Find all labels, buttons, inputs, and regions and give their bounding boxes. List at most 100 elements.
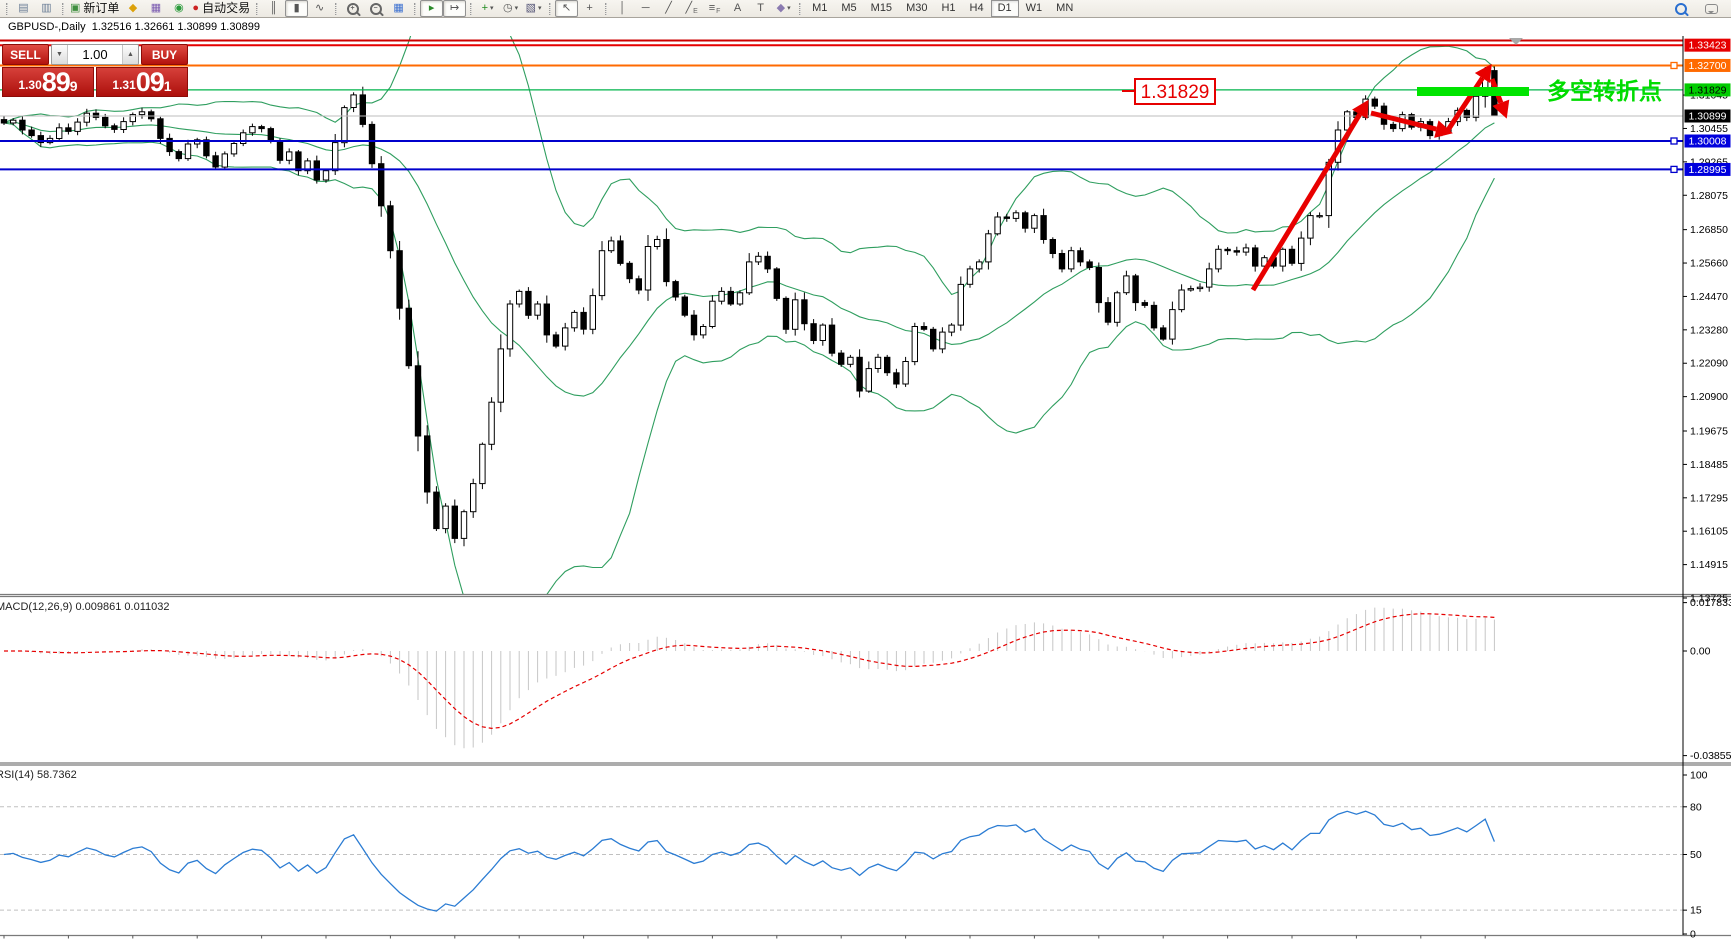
chart-shift-button[interactable]: ↦	[443, 0, 467, 17]
price-tick: 1.14915	[1690, 559, 1728, 571]
tile-windows-button[interactable]: ▦	[387, 0, 410, 17]
indicators-add-caret-icon[interactable]: ▾	[490, 5, 494, 12]
timeframe-h4-button[interactable]: H4	[969, 2, 984, 14]
macd-label: MACD(12,26,9) 0.009861 0.011032	[0, 601, 169, 613]
sell-button[interactable]: SELL	[2, 44, 49, 65]
cursor-tool-button[interactable]: ↖	[555, 0, 579, 17]
text-tool-button[interactable]: A	[726, 0, 749, 17]
buy-button[interactable]: BUY	[141, 44, 188, 65]
volume-decrease-button[interactable]: ▼	[52, 45, 68, 64]
trend-arrow-head[interactable]	[1474, 63, 1492, 83]
bollinger-lower-band	[3, 122, 1495, 594]
line-chart-mode-button[interactable]: ∿	[308, 0, 331, 17]
fibonacci-tool-letter: F	[716, 7, 721, 15]
timeframe-mn-button[interactable]: MN	[1056, 2, 1074, 14]
equidistant-channel-tool-button[interactable]: ╱ E	[680, 0, 703, 17]
sell-price-sup: 9	[69, 78, 78, 94]
price-badge-text: 1.33423	[1689, 40, 1727, 52]
signals-icon: ◉	[174, 2, 184, 14]
price-badge-text: 1.30008	[1689, 136, 1727, 148]
templates-menu-icon: ▧	[525, 2, 537, 14]
fibonacci-tool-icon: ≡	[708, 2, 716, 14]
indicators-add-icon: +	[481, 2, 489, 14]
timeframe-m5-button[interactable]: M5	[841, 2, 857, 14]
chart-canvas[interactable]: 多空转折点1.318291.316451.304551.292651.28075…	[0, 18, 1731, 939]
candlestick-mode-button[interactable]: ▮	[285, 0, 309, 17]
trend-arrow-head[interactable]	[1492, 99, 1510, 119]
timeframe-d1-button[interactable]: D1	[990, 0, 1019, 17]
timeframe-m1-button[interactable]: M1	[812, 2, 828, 14]
periods-menu-button[interactable]: ◷ ▾	[499, 0, 522, 17]
indicators-add-button[interactable]: + ▾	[476, 0, 499, 17]
templates-menu-caret-icon[interactable]: ▾	[538, 5, 542, 12]
price-badge	[1684, 38, 1731, 52]
chat-icon	[1705, 3, 1718, 14]
community-chat-button[interactable]	[1700, 0, 1723, 17]
sell-price-button[interactable]: 1.30 89 9	[2, 67, 94, 97]
new-chart-button[interactable]: ▤	[12, 0, 35, 17]
volume-input[interactable]	[68, 45, 122, 64]
chart-shift-icon: ↦	[449, 2, 460, 14]
timeframe-m15-button[interactable]: M15	[870, 2, 893, 14]
rsi-axis-label: 80	[1690, 801, 1702, 813]
turning-point-highlight-bar[interactable]	[1417, 87, 1529, 96]
crosshair-tool-button[interactable]: +	[578, 0, 601, 17]
arrow-tools-button[interactable]: ◆ ▾	[772, 0, 795, 17]
candlestick-mode-icon: ▮	[293, 2, 300, 14]
fibonacci-tool-button[interactable]: ≡ F	[703, 0, 726, 17]
bar-chart-mode-button[interactable]: ║	[262, 0, 285, 17]
hline-handle[interactable]	[1670, 61, 1678, 70]
rsi-axis-label: 15	[1690, 905, 1702, 917]
trend-arrow-head[interactable]	[1352, 99, 1369, 119]
price-tick: 1.22090	[1690, 358, 1728, 370]
new-order-button[interactable]: ▣ 新订单	[68, 0, 121, 17]
buy-price-big: 09	[135, 67, 165, 97]
price-tick: 1.30455	[1690, 123, 1728, 135]
text-label-tool-button[interactable]: T	[749, 0, 772, 17]
signals-button[interactable]: ◉	[167, 0, 190, 17]
arrow-tools-caret-icon[interactable]: ▾	[787, 5, 791, 12]
price-tick: 1.19675	[1690, 426, 1728, 438]
timeframe-m30-button[interactable]: M30	[906, 2, 928, 14]
zoom-out-icon: −	[369, 2, 382, 15]
chart-shift-marker[interactable]	[1509, 38, 1523, 45]
timeframe-w1-button[interactable]: W1	[1025, 2, 1043, 14]
trendline-tool-button[interactable]: ╱	[657, 0, 680, 17]
metaeditor-button[interactable]: ◆	[121, 0, 144, 17]
market-terminal-button[interactable]: ▦	[144, 0, 167, 17]
trend-arrow-line[interactable]	[1370, 110, 1437, 132]
timeframe-h1-button[interactable]: H1	[941, 2, 956, 14]
volume-increase-button[interactable]: ▲	[122, 45, 138, 64]
periods-menu-caret-icon[interactable]: ▾	[514, 5, 519, 12]
cursor-tool-icon: ↖	[561, 2, 572, 14]
trend-arrow-line[interactable]	[1250, 112, 1362, 292]
chart-profiles-icon: ▥	[41, 2, 52, 14]
autotrading-label: 自动交易	[202, 1, 251, 15]
price-annotation-box[interactable]	[1134, 78, 1216, 105]
buy-price-button[interactable]: 1.31 09 1	[96, 67, 188, 97]
zoom-out-button[interactable]: −	[364, 0, 387, 17]
hline-handle[interactable]	[1670, 165, 1678, 174]
turning-point-cn-label[interactable]: 多空转折点	[1547, 78, 1662, 104]
rsi-axis-label: 50	[1690, 849, 1702, 861]
hline-handle[interactable]	[1670, 137, 1678, 145]
new-order-label: 新订单	[83, 1, 120, 15]
price-tick: 1.16105	[1690, 526, 1728, 538]
trend-arrow-line[interactable]	[1445, 76, 1485, 132]
trend-arrow-head[interactable]	[1434, 120, 1453, 138]
zoom-in-icon: +	[346, 2, 359, 15]
macd-panel[interactable]	[4, 607, 1495, 749]
price-tick: 1.25660	[1690, 258, 1728, 270]
autotrading-button[interactable]: ● 自动交易	[190, 0, 252, 17]
rsi-panel[interactable]	[0, 806, 1683, 912]
horizontal-line-tool-button[interactable]: ─	[634, 0, 657, 17]
vertical-line-tool-button[interactable]: │	[611, 0, 634, 17]
crosshair-tool-icon: +	[586, 2, 593, 14]
search-button[interactable]	[1669, 0, 1692, 17]
auto-scroll-button[interactable]: ▸	[420, 0, 444, 17]
chart-profiles-button[interactable]: ▥	[35, 0, 58, 17]
main-price-panel[interactable]	[0, 18, 1498, 643]
chart-window[interactable]: 多空转折点1.318291.316451.304551.292651.28075…	[0, 18, 1731, 939]
zoom-in-button[interactable]: +	[341, 0, 364, 17]
templates-menu-button[interactable]: ▧ ▾	[522, 0, 545, 17]
